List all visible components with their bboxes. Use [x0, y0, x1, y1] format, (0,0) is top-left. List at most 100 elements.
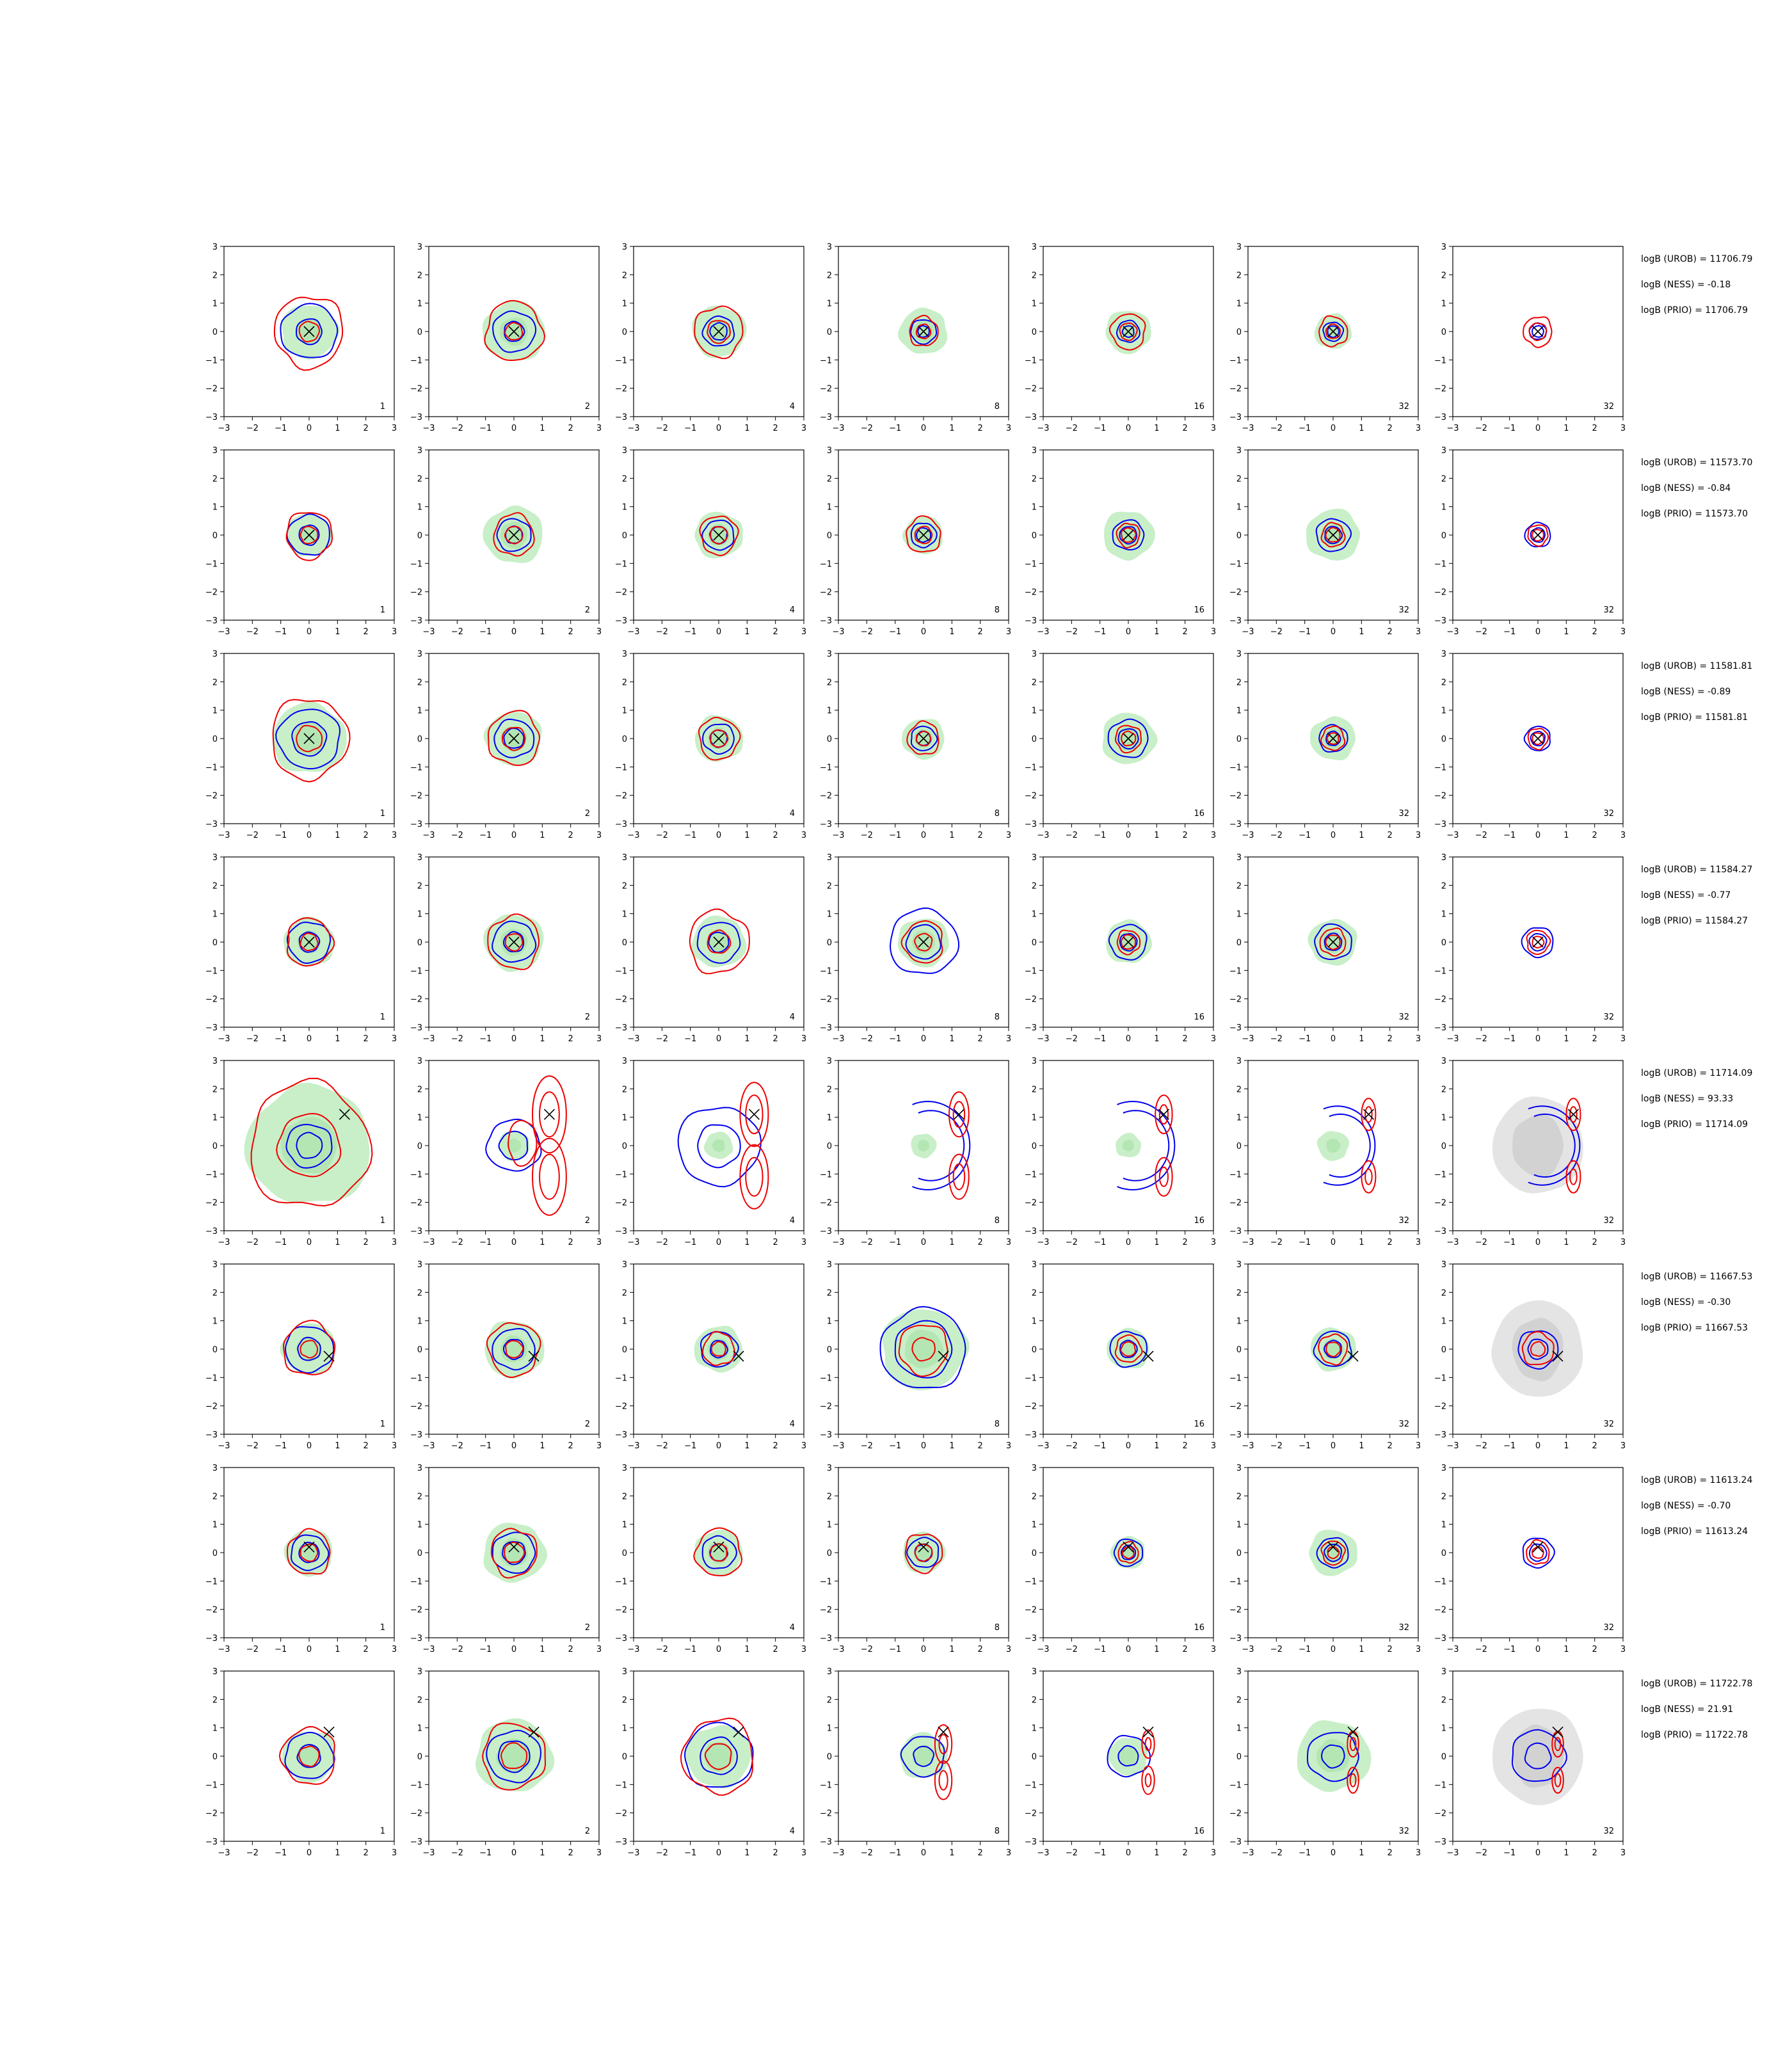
y-tick-label: 2 [827, 1695, 832, 1705]
x-tick-label: 0 [511, 424, 516, 433]
x-tick-label: −2 [1066, 424, 1078, 433]
y-tick-label: 1 [417, 503, 422, 513]
x-tick-label: −3 [627, 1238, 639, 1247]
red-contour-outer [1141, 1765, 1155, 1795]
x-tick-label: 2 [773, 424, 778, 433]
red-contour-inner [938, 1734, 948, 1755]
x-tick-label: −2 [451, 627, 463, 637]
y-tick-label: −3 [205, 820, 218, 829]
x-tick-label: −2 [1475, 1645, 1487, 1654]
logb-annotation: logB (UROB) = 11706.79 [1641, 254, 1753, 264]
x-tick-label: −2 [246, 424, 259, 433]
blue-contour-inner [1119, 526, 1138, 545]
y-tick-label: 1 [1441, 1317, 1446, 1327]
y-tick-label: 3 [1236, 1260, 1242, 1270]
x-tick-label: 1 [540, 1034, 545, 1044]
x-tick-label: −1 [1094, 1645, 1106, 1654]
y-tick-label: −2 [1229, 588, 1242, 598]
y-tick-label: 1 [417, 1521, 422, 1530]
plot-area [482, 300, 546, 362]
red-contour-inner [915, 323, 932, 340]
y-tick-label: 3 [1441, 1057, 1446, 1066]
blue-contour-inner [298, 931, 321, 953]
x-tick-label: 0 [716, 1441, 721, 1451]
x-tick-label: −1 [1503, 1238, 1516, 1247]
true-value-marker [508, 733, 520, 744]
x-tick-label: 2 [1183, 1238, 1188, 1247]
subplot: −3 −2 −1 0 1 2 3 −3 −2 −1 0 1 2 3 2 [410, 650, 602, 840]
x-tick-label: −3 [422, 424, 435, 433]
x-tick-label: −3 [1037, 1645, 1049, 1654]
y-tick-label: 3 [417, 1667, 422, 1677]
x-tick-label: 1 [1359, 1034, 1364, 1044]
x-tick-label: 0 [716, 424, 721, 433]
red-contour-outer [532, 1137, 567, 1216]
x-tick-label: −2 [451, 1848, 463, 1858]
blue-contour-outer [275, 708, 341, 770]
y-tick-label: 2 [1236, 271, 1242, 280]
subplot: −3 −2 −1 0 1 2 3 −3 −2 −1 0 1 2 3 32 [1434, 1667, 1626, 1858]
y-tick-label: −1 [615, 356, 627, 365]
y-tick-label: 1 [1236, 1521, 1242, 1530]
x-tick-label: −1 [275, 424, 287, 433]
red-contour-inner [504, 322, 524, 340]
y-tick-label: −2 [1025, 1606, 1037, 1615]
x-tick-label: 0 [307, 1238, 312, 1247]
y-tick-label: 3 [827, 1667, 832, 1677]
y-tick-label: 2 [622, 1492, 627, 1501]
red-contour-inner [1327, 1546, 1340, 1560]
plot-area [879, 1306, 970, 1391]
x-tick-label: 1 [1359, 1848, 1364, 1858]
y-tick-label: 2 [1441, 271, 1446, 280]
x-tick-label: 2 [978, 1238, 983, 1247]
y-tick-label: −3 [1025, 1227, 1037, 1236]
y-tick-label: 1 [1032, 1114, 1037, 1123]
x-tick-label: 2 [1592, 424, 1597, 433]
x-tick-label: 0 [1126, 831, 1131, 840]
density-core [918, 1140, 930, 1152]
x-tick-label: 1 [1359, 1441, 1364, 1451]
row-annotation-group: logB (UROB) = 11573.70 logB (NESS) = -0.8… [1641, 458, 1788, 630]
x-tick-label: −1 [479, 627, 492, 637]
blue-contour-inner [1121, 1544, 1137, 1560]
y-tick-label: 1 [622, 1114, 627, 1123]
x-tick-label: 1 [949, 831, 954, 840]
y-tick-label: −3 [1025, 1837, 1037, 1847]
y-tick-label: −2 [1434, 792, 1446, 801]
true-value-marker [953, 1108, 964, 1120]
y-tick-label: −2 [410, 1402, 422, 1412]
x-tick-label: 0 [1535, 1238, 1540, 1247]
x-tick-label: 2 [773, 627, 778, 637]
blue-contour-outer [492, 310, 537, 353]
x-tick-label: 2 [1592, 1848, 1597, 1858]
y-tick-label: 3 [827, 446, 832, 456]
x-tick-label: −3 [832, 627, 844, 637]
y-tick-label: 3 [1236, 1464, 1242, 1473]
y-tick-label: −2 [205, 1402, 218, 1412]
x-tick-label: −1 [684, 1034, 696, 1044]
y-tick-label: 1 [1032, 910, 1037, 920]
y-tick-label: −1 [615, 966, 627, 976]
y-tick-label: −1 [1229, 1577, 1242, 1587]
x-tick-label: −3 [832, 1645, 844, 1654]
x-tick-label: 3 [1620, 1441, 1626, 1451]
red-contour-inner [300, 525, 319, 545]
y-tick-label: −3 [205, 1430, 218, 1440]
y-tick-label: −2 [1025, 385, 1037, 394]
y-tick-label: 1 [827, 1317, 832, 1327]
y-tick-label: 3 [1032, 1667, 1037, 1677]
panel-label: 32 [1398, 402, 1409, 412]
y-tick-label: −2 [820, 995, 832, 1005]
y-tick-label: −2 [1229, 995, 1242, 1005]
blue-contour-outer [696, 922, 741, 964]
x-tick-label: −2 [861, 424, 873, 433]
y-tick-label: −2 [410, 1809, 422, 1819]
y-tick-label: −2 [820, 1402, 832, 1412]
x-tick-label: −3 [218, 1848, 230, 1858]
x-tick-label: 2 [568, 831, 573, 840]
plot-area [899, 1724, 953, 1800]
y-tick-label: −3 [1229, 1634, 1242, 1644]
y-tick-label: 2 [212, 881, 218, 891]
plot-area [1104, 511, 1155, 561]
x-tick-label: −1 [479, 1034, 492, 1044]
